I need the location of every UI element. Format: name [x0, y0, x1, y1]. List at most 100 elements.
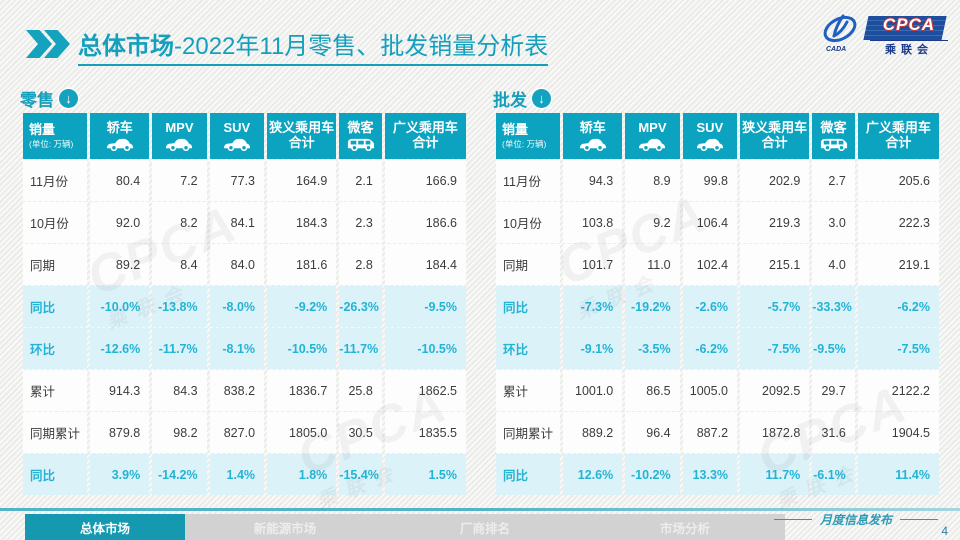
table-cell: 30.5	[339, 412, 382, 453]
table-cell: 7.2	[152, 160, 207, 201]
column-header: SUV	[209, 113, 265, 159]
table-cell: -7.5%	[857, 328, 939, 369]
table-row: 10月份 92.0 8.2 84.1 184.3 2.3 186.6	[23, 202, 466, 243]
table-cell: -7.3%	[563, 286, 623, 327]
column-header: 广义乘用车 合计	[857, 113, 939, 159]
row-label: 10月份	[496, 202, 561, 243]
table-cell: 184.3	[267, 202, 337, 243]
cpca-chinese-name: 乘联会	[870, 40, 948, 57]
row-label: 同期累计	[23, 412, 88, 453]
mpv-icon	[166, 139, 193, 152]
table-cell: -15.4%	[339, 454, 382, 495]
row-label: 同期	[496, 244, 561, 285]
page-title: 总体市场-2022年11月零售、批发销量分析表	[78, 26, 549, 66]
table-cell: 86.5	[625, 370, 680, 411]
table-cell: 879.8	[90, 412, 150, 453]
wholesale-section: 批发 ↓ 销量 (单位: 万辆) 轿车 MPV SUV 狭义乘用车 合计 微客 广义乘用…	[493, 86, 942, 496]
nav-tab-厂商排名[interactable]: 厂商排名	[385, 514, 585, 540]
row-label: 环比	[496, 328, 561, 369]
nav-tab-市场分析[interactable]: 市场分析	[585, 514, 785, 540]
column-header: MPV	[625, 113, 680, 159]
table-cell: 166.9	[384, 160, 466, 201]
table-cell: 2122.2	[857, 370, 939, 411]
table-cell: 1805.0	[267, 412, 337, 453]
column-header: SUV	[682, 113, 738, 159]
table-cell: 84.1	[209, 202, 265, 243]
table-cell: 827.0	[209, 412, 265, 453]
table-cell: -10.0%	[90, 286, 150, 327]
table-cell: 205.6	[857, 160, 939, 201]
table-cell: 8.9	[625, 160, 680, 201]
page-title-rest: -2022年11月零售、批发销量分析表	[174, 33, 549, 60]
table-cell: 13.3%	[682, 454, 738, 495]
table-cell: 1001.0	[563, 370, 623, 411]
table-cell: 2.1	[339, 160, 382, 201]
table-cell: -9.5%	[384, 286, 466, 327]
table-row: 累计 1001.0 86.5 1005.0 2092.5 29.7 2122.2	[496, 370, 939, 411]
table-cell: -5.7%	[740, 286, 810, 327]
table-row: 环比 -12.6% -11.7% -8.1% -10.5% -11.7% -10.5%	[23, 328, 466, 369]
footer-divider	[0, 508, 960, 511]
table-cell: 11.4%	[857, 454, 939, 495]
table-cell: 1836.7	[267, 370, 337, 411]
column-header: 狭义乘用车 合计	[740, 113, 810, 159]
table-cell: -6.2%	[857, 286, 939, 327]
nav-tab-总体市场[interactable]: 总体市场	[25, 514, 185, 540]
table-cell: 29.7	[812, 370, 855, 411]
table-row: 累计 914.3 84.3 838.2 1836.7 25.8 1862.5	[23, 370, 466, 411]
column-header: 轿车	[563, 113, 623, 159]
table-cell: 889.2	[563, 412, 623, 453]
table-row: 同期累计 889.2 96.4 887.2 1872.8 31.6 1904.5	[496, 412, 939, 453]
double-chevron-icon	[26, 30, 70, 58]
nav-tab-新能源市场[interactable]: 新能源市场	[185, 514, 385, 540]
table-cell: 838.2	[209, 370, 265, 411]
table-cell: -14.2%	[152, 454, 207, 495]
table-cell: 2092.5	[740, 370, 810, 411]
table-cell: 2.8	[339, 244, 382, 285]
table-cell: 11.7%	[740, 454, 810, 495]
cpca-logo: CADA CPCA 乘联会	[820, 10, 948, 58]
table-cell: -26.3%	[339, 286, 382, 327]
cpca-acronym: CPCA	[882, 15, 936, 34]
table-cell: 3.9%	[90, 454, 150, 495]
table-cell: 92.0	[90, 202, 150, 243]
table-cell: -13.8%	[152, 286, 207, 327]
table-cell: 12.6%	[563, 454, 623, 495]
column-header-unit: 销量 (单位: 万辆)	[23, 113, 88, 159]
table-cell: 222.3	[857, 202, 939, 243]
retail-section: 零售 ↓ 销量 (单位: 万辆) 轿车 MPV SUV 狭义乘用车 合计 微客 广义乘用…	[20, 86, 469, 496]
suv-icon	[223, 139, 250, 152]
row-label: 累计	[496, 370, 561, 411]
table-cell: -10.2%	[625, 454, 680, 495]
suv-icon	[696, 139, 723, 152]
table-cell: 8.2	[152, 202, 207, 243]
row-label: 同比	[496, 454, 561, 495]
table-cell: 1.5%	[384, 454, 466, 495]
table-row: 同比 -10.0% -13.8% -8.0% -9.2% -26.3% -9.5%	[23, 286, 466, 327]
table-cell: 106.4	[682, 202, 738, 243]
column-header: 轿车	[90, 113, 150, 159]
row-label: 同比	[496, 286, 561, 327]
bottom-nav: 总体市场 新能源市场 厂商排名 市场分析	[25, 514, 785, 540]
row-label: 10月份	[23, 202, 88, 243]
table-row: 10月份 103.8 9.2 106.4 219.3 3.0 222.3	[496, 202, 939, 243]
emblem-text: CADA	[826, 46, 846, 53]
table-cell: 77.3	[209, 160, 265, 201]
table-cell: 887.2	[682, 412, 738, 453]
footer-note: 月度信息发布	[774, 511, 938, 528]
table-cell: 2.7	[812, 160, 855, 201]
table-cell: 164.9	[267, 160, 337, 201]
table-cell: 101.7	[563, 244, 623, 285]
table-cell: 1872.8	[740, 412, 810, 453]
table-cell: 25.8	[339, 370, 382, 411]
table-row: 同期 89.2 8.4 84.0 181.6 2.8 184.4	[23, 244, 466, 285]
table-cell: 80.4	[90, 160, 150, 201]
table-cell: -2.6%	[682, 286, 738, 327]
sedan-icon	[579, 139, 606, 152]
table-cell: 219.1	[857, 244, 939, 285]
table-cell: 202.9	[740, 160, 810, 201]
table-row: 同期 101.7 11.0 102.4 215.1 4.0 219.1	[496, 244, 939, 285]
table-cell: 11.0	[625, 244, 680, 285]
row-label: 环比	[23, 328, 88, 369]
